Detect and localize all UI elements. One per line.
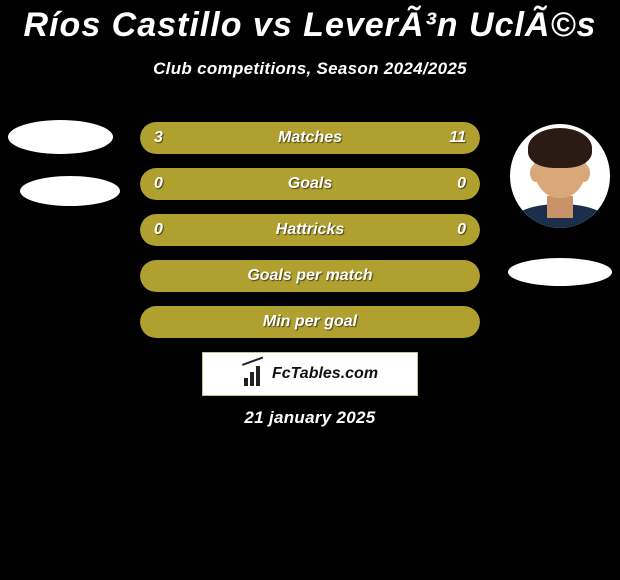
- player-right-shadow: [508, 258, 612, 286]
- bar-value-left: 0: [154, 175, 163, 193]
- bar-segment-left: [140, 122, 208, 154]
- avatar-neck: [547, 196, 573, 218]
- bar-row: Goals per match: [140, 260, 480, 292]
- bar-segment-left: [140, 168, 310, 200]
- source-logo-box[interactable]: FcTables.com: [202, 352, 418, 396]
- player-left-placeholder-2: [20, 176, 120, 206]
- comparison-infographic: Ríos Castillo vs LeverÃ³n UclÃ©s Club co…: [0, 0, 620, 580]
- date-text: 21 january 2025: [244, 408, 375, 428]
- bar-label: Matches: [278, 129, 342, 147]
- bar-label: Hattricks: [276, 221, 344, 239]
- bar-value-right: 0: [457, 221, 466, 239]
- player-left-placeholder-1: [8, 120, 113, 154]
- player-right-avatar: [510, 124, 610, 228]
- bar-segment-right: [310, 168, 480, 200]
- bar-value-right: 11: [449, 129, 466, 147]
- page-subtitle: Club competitions, Season 2024/2025: [0, 59, 620, 79]
- bar-label: Min per goal: [263, 313, 357, 331]
- avatar-hair: [528, 128, 592, 168]
- bar-label: Goals per match: [247, 267, 372, 285]
- bar-value-left: 0: [154, 221, 163, 239]
- comparison-bars: Matches 3 11 Goals 0 0 Hattricks 0 0 Goals per ma…: [140, 122, 480, 352]
- bar-row: Matches 3 11: [140, 122, 480, 154]
- source-logo-text: FcTables.com: [272, 365, 378, 383]
- bar-row: Goals 0 0: [140, 168, 480, 200]
- bar-chart-icon: [242, 362, 266, 386]
- bar-row: Min per goal: [140, 306, 480, 338]
- bar-row: Hattricks 0 0: [140, 214, 480, 246]
- bar-value-right: 0: [457, 175, 466, 193]
- bar-value-left: 3: [154, 129, 163, 147]
- bar-label: Goals: [288, 175, 332, 193]
- bar-segment-right: [208, 122, 480, 154]
- page-title: Ríos Castillo vs LeverÃ³n UclÃ©s: [0, 0, 620, 45]
